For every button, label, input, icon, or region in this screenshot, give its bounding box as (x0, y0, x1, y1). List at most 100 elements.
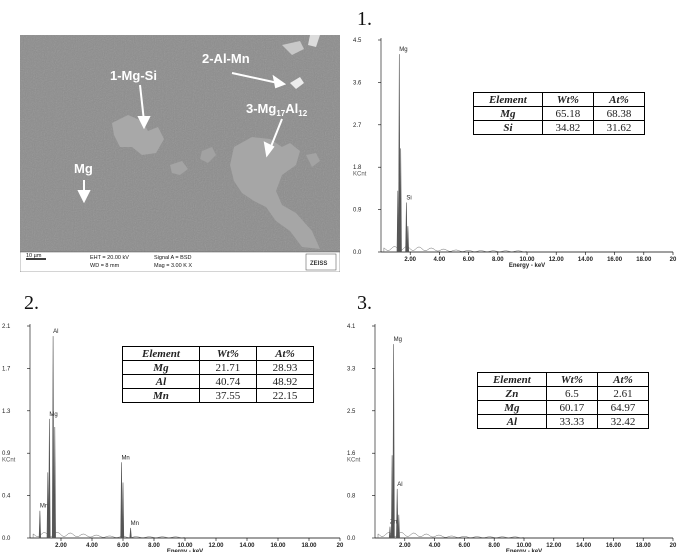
panel-number-3: 3. (357, 292, 372, 314)
y-tick-label: 3.6 (353, 80, 362, 86)
spectrum-peak (405, 202, 408, 253)
y-tick-label: 1.7 (2, 366, 11, 372)
table-header-cell: Element (477, 372, 547, 387)
small-particle (306, 153, 320, 167)
panel-number-2: 2. (24, 292, 39, 314)
sem-footer-text: 10 µm EHT = 20.00 kV WD = 8 mm Signal A … (26, 253, 192, 269)
peak-label: Si (406, 196, 411, 202)
spectrum-peak (399, 148, 402, 253)
y-tick-label: 3.3 (347, 366, 356, 372)
value-cell: 6.5 (545, 386, 598, 401)
spectrum-peak (388, 526, 392, 539)
al-mn-particle (290, 77, 304, 89)
x-tick-label: 12.00 (208, 543, 224, 549)
spectrum-peak (48, 418, 51, 539)
label-mg17al12-sub17: 17 (276, 109, 285, 118)
table-header-row: Element Wt% At% (473, 92, 646, 107)
mag-text: Mag = 3.00 K X (154, 263, 192, 269)
table-row: Al 40.74 48.92 (122, 374, 315, 389)
spectrum-peak (396, 488, 399, 539)
table-header-cell: Element (122, 346, 200, 361)
element-cell: Mn (122, 388, 200, 403)
x-tick-label: 6.00 (463, 257, 475, 263)
value-cell: 31.62 (592, 120, 646, 135)
sem-micrograph: 1-Mg-Si 2-Al-Mn 3-Mg17Al12 Mg 10 µm EHT … (19, 35, 341, 273)
spectrum-1-chart: 0.0 0.9 1.8 2.7 3.6 4.5 KCnt 2.00 4.00 6.00 8.00 10… (353, 38, 677, 269)
composition-table-2: Element Wt% At% Mg 21.71 28.93 Al 40.74 48.92 Mn 3… (122, 346, 315, 403)
x-tick-label: 10.00 (516, 543, 532, 549)
y-tick-label: 0.0 (2, 536, 11, 542)
spectrum-baseline (377, 532, 525, 539)
x-tick-label: 8.00 (148, 543, 160, 549)
y-tick-label: 0.0 (347, 536, 356, 542)
x-tick-label: 18.00 (636, 543, 652, 549)
table-header-row: Element Wt% At% (477, 372, 650, 387)
element-cell: Mg (477, 400, 547, 415)
table-row: Mn 37.55 22.15 (122, 388, 315, 403)
x-tick-label: 6.00 (117, 543, 129, 549)
value-cell: 21.71 (198, 360, 257, 375)
y-tick-label: 1.8 (353, 165, 362, 171)
spectrum-peak (397, 514, 400, 539)
small-particle (200, 147, 216, 163)
x-tick-label: 20 (670, 257, 677, 263)
spectrum-peak (406, 226, 410, 253)
value-cell: 34.82 (541, 120, 594, 135)
spectrum-1: 0.0 0.9 1.8 2.7 3.6 4.5 KCnt 2.00 4.00 6.00 8.00 10… (345, 32, 681, 274)
eht-text: EHT = 20.00 kV (90, 255, 129, 261)
sem-image: 1-Mg-Si 2-Al-Mn 3-Mg17Al12 Mg 10 µm EHT … (19, 35, 341, 273)
table-header-cell: Wt% (198, 346, 257, 361)
spectrum-peak (129, 527, 132, 539)
table-header-cell: Element (473, 92, 543, 107)
spectrum-peak (390, 455, 394, 539)
spectrum-peak (53, 426, 56, 539)
table-header-cell: At% (596, 372, 650, 387)
x-tick-label: 20 (337, 543, 344, 549)
label-mg17al12-mg: 3-Mg (246, 101, 276, 116)
table-header-cell: Wt% (541, 92, 594, 107)
x-tick-label: 4.00 (86, 543, 98, 549)
y-tick-label: 1.6 (347, 451, 356, 457)
peak-label: Al (397, 482, 402, 488)
x-tick-label: 4.00 (429, 543, 441, 549)
table-header-cell: At% (592, 92, 646, 107)
spectrum-3-chart: 0.0 0.8 1.6 2.5 3.3 4.1 KCnt 2.00 4.00 6.00 8.00 10… (347, 324, 677, 555)
value-cell: 37.55 (198, 388, 257, 403)
label-al-mn: 2-Al-Mn (202, 51, 250, 66)
peak-label: Mn (40, 504, 48, 510)
x-tick-label: 12.00 (549, 257, 565, 263)
y-tick-label: 0.4 (2, 494, 11, 500)
peak-label: Mn (131, 521, 139, 527)
element-cell: Si (473, 120, 543, 135)
table-header-cell: Wt% (545, 372, 598, 387)
zeiss-logo-text: ZEISS (310, 261, 327, 267)
x-tick-label: 4.00 (434, 257, 446, 263)
x-tick-label: 2.00 (404, 257, 416, 263)
spectrum-peak (396, 190, 399, 253)
table-row: Al 33.33 32.42 (477, 414, 650, 429)
scale-text: 10 µm (26, 253, 42, 259)
sem-arrows (77, 72, 287, 204)
x-tick-label: 10.00 (177, 543, 193, 549)
spectrum-peak (121, 482, 125, 539)
table-header-row: Element Wt% At% (122, 346, 315, 361)
y-axis-label: KCnt (347, 458, 361, 464)
label-mg17al12-sub12: 12 (298, 109, 307, 118)
table-row: Mg 60.17 64.97 (477, 400, 650, 415)
x-tick-label: 20 (670, 543, 677, 549)
y-tick-label: 0.9 (2, 451, 11, 457)
y-tick-label: 2.7 (353, 123, 362, 129)
value-cell: 2.61 (596, 386, 650, 401)
value-cell: 64.97 (596, 400, 650, 415)
peak-label: Mg (394, 337, 402, 343)
mg-si-phase (112, 115, 164, 155)
mg17al12-phase (230, 137, 320, 249)
spectrum-peak (38, 510, 42, 539)
peak-label: Al (53, 329, 58, 335)
x-axis-label: Energy - keV (509, 263, 545, 269)
spectrum-2: 0.0 0.4 0.9 1.3 1.7 2.1 KCnt 2.00 4.00 6.00 8.00 10… (0, 316, 345, 555)
x-tick-label: 18.00 (636, 257, 652, 263)
al-mn-particle (282, 41, 304, 55)
spectrum-3: 0.0 0.8 1.6 2.5 3.3 4.1 KCnt 2.00 4.00 6.00 8.00 10… (345, 316, 681, 555)
sem-labels: 1-Mg-Si 2-Al-Mn 3-Mg17Al12 Mg (74, 51, 308, 176)
